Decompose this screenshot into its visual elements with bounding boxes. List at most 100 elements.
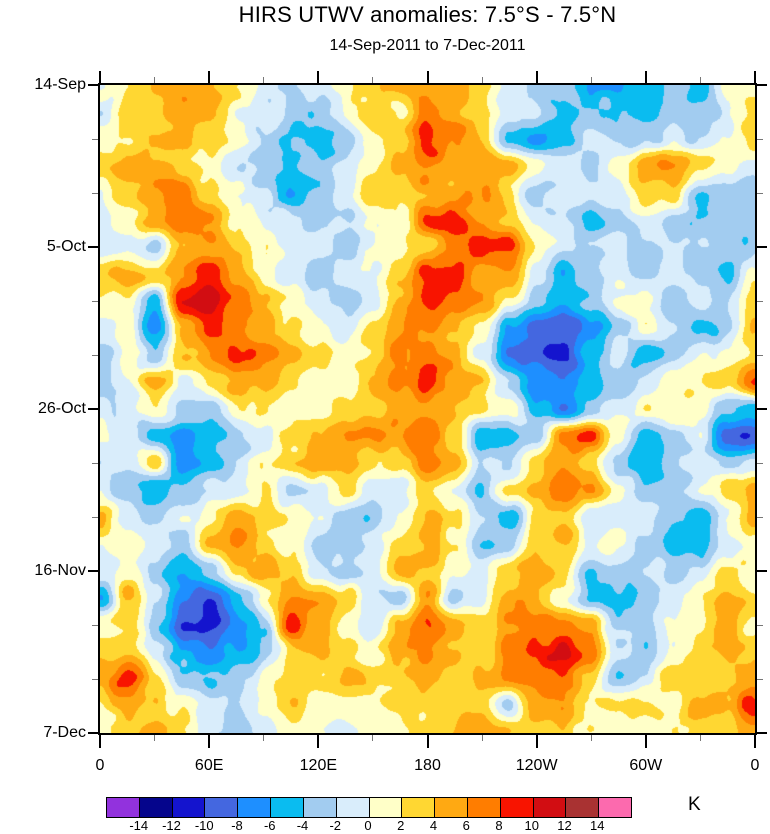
tick-mark xyxy=(535,735,538,748)
colorbar-cell xyxy=(271,798,304,817)
colorbar-cell xyxy=(172,798,206,817)
tick-mark xyxy=(757,624,763,626)
tick-mark xyxy=(757,300,763,302)
tick-mark xyxy=(757,354,763,356)
tick-mark xyxy=(92,678,98,680)
tick-mark xyxy=(92,138,98,140)
tick-mark xyxy=(644,735,647,748)
colorbar-cell xyxy=(435,798,468,817)
colorbar-tick-label: 0 xyxy=(364,818,372,833)
tick-mark xyxy=(88,732,98,734)
tick-mark xyxy=(757,570,767,572)
colorbar-tick-label: -8 xyxy=(231,818,243,833)
colorbar-cell xyxy=(303,798,337,817)
tick-mark xyxy=(699,735,701,741)
y-tick-label: 7-Dec xyxy=(43,724,86,741)
tick-mark xyxy=(426,71,429,83)
chart-subtitle: 14-Sep-2011 to 7-Dec-2011 xyxy=(329,37,526,54)
tick-mark xyxy=(757,732,767,734)
tick-mark xyxy=(481,735,483,741)
colorbar-tick-label: -6 xyxy=(263,818,276,833)
tick-mark xyxy=(208,71,211,83)
tick-mark xyxy=(754,71,756,83)
tick-mark xyxy=(372,735,374,741)
colorbar-tick-label: 8 xyxy=(495,818,503,833)
tick-mark xyxy=(154,77,156,83)
colorbar-unit-label: K xyxy=(688,794,701,815)
colorbar-cell xyxy=(369,798,403,817)
tick-mark xyxy=(92,516,98,518)
tick-mark xyxy=(590,735,592,741)
colorbar-tick-label: 6 xyxy=(462,818,470,833)
tick-mark xyxy=(88,570,98,572)
tick-mark xyxy=(317,71,320,83)
colorbar-tick-label: -10 xyxy=(194,818,214,833)
colorbar-cell xyxy=(599,798,631,817)
tick-mark xyxy=(88,408,98,410)
y-tick-label: 5-Oct xyxy=(46,238,86,255)
tick-mark xyxy=(92,300,98,302)
tick-mark xyxy=(757,138,763,140)
tick-mark xyxy=(757,462,763,464)
colorbar-tick-label: 12 xyxy=(557,818,572,833)
tick-mark xyxy=(754,735,756,748)
tick-mark xyxy=(99,71,101,83)
tick-mark xyxy=(208,735,211,748)
tick-mark xyxy=(699,77,701,83)
colorbar-cell xyxy=(238,798,272,817)
colorbar-tick-label: -14 xyxy=(129,818,149,833)
colorbar-tick-label: 14 xyxy=(590,818,605,833)
colorbar-tick-label: -2 xyxy=(329,818,342,833)
colorbar-cell xyxy=(566,798,600,817)
tick-mark xyxy=(154,735,156,741)
colorbar-cell xyxy=(205,798,239,817)
tick-mark xyxy=(644,71,647,83)
colorbar-tick-label: 2 xyxy=(397,818,405,833)
anomaly-field-canvas xyxy=(100,85,755,733)
tick-mark xyxy=(757,678,763,680)
tick-mark xyxy=(426,735,429,748)
tick-mark xyxy=(757,516,763,518)
colorbar-cell xyxy=(336,798,370,817)
tick-mark xyxy=(263,735,265,741)
tick-mark xyxy=(481,77,483,83)
tick-mark xyxy=(92,462,98,464)
x-tick-label: 120E xyxy=(299,757,338,774)
x-tick-label: 0 xyxy=(750,757,760,774)
tick-mark xyxy=(757,192,763,194)
colorbar-tick-label: 10 xyxy=(524,818,539,833)
colorbar-tick-label: -12 xyxy=(162,818,181,833)
colorbar-tick-label: 4 xyxy=(429,818,438,833)
x-tick-label: 60E xyxy=(194,757,224,774)
x-tick-label: 120W xyxy=(515,757,558,774)
tick-mark xyxy=(92,354,98,356)
tick-mark xyxy=(590,77,592,83)
tick-mark xyxy=(88,84,98,86)
tick-mark xyxy=(757,84,767,86)
x-tick-label: 60W xyxy=(629,757,663,774)
tick-mark xyxy=(535,71,538,83)
tick-mark xyxy=(92,192,98,194)
colorbar-cell xyxy=(533,798,567,817)
colorbar xyxy=(106,797,632,818)
y-tick-label: 16-Nov xyxy=(34,562,86,579)
tick-mark xyxy=(263,77,265,83)
colorbar-cell xyxy=(402,798,436,817)
tick-mark xyxy=(92,624,98,626)
tick-mark xyxy=(317,735,320,748)
chart-title: HIRS UTWV anomalies: 7.5°S - 7.5°N xyxy=(238,2,617,27)
colorbar-cell xyxy=(139,798,173,817)
x-tick-label: 180 xyxy=(414,757,441,774)
tick-mark xyxy=(88,246,98,248)
tick-mark xyxy=(99,735,101,748)
colorbar-cell xyxy=(107,798,140,817)
tick-mark xyxy=(757,246,767,248)
x-tick-label: 0 xyxy=(95,757,105,774)
tick-mark xyxy=(372,77,374,83)
tick-mark xyxy=(757,408,767,410)
colorbar-tick-label: -4 xyxy=(296,818,309,833)
y-tick-label: 26-Oct xyxy=(37,400,86,417)
colorbar-cell xyxy=(467,798,501,817)
y-tick-label: 14-Sep xyxy=(34,76,86,93)
